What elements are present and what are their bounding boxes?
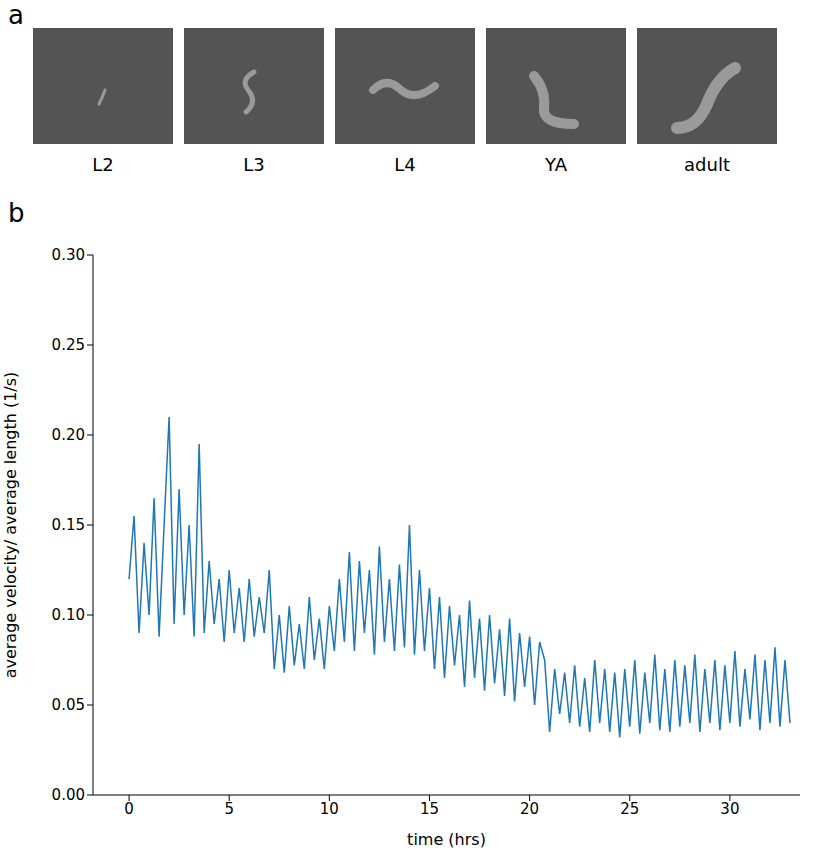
html-text:b: b	[8, 198, 25, 228]
html-text:adult: adult	[684, 154, 730, 175]
svg-text:5: 5	[224, 800, 234, 818]
svg-text:25: 25	[620, 800, 639, 818]
svg-text:0.10: 0.10	[52, 606, 85, 624]
svg-text:average velocity/ average leng: average velocity/ average length (1/s)	[1, 372, 20, 679]
html-text:YA: YA	[545, 154, 567, 175]
svg-text:20: 20	[520, 800, 539, 818]
html-text:L4: L4	[394, 154, 416, 175]
svg-text:0.25: 0.25	[52, 336, 85, 354]
svg-text:time (hrs): time (hrs)	[407, 830, 486, 849]
svg-text:30: 30	[720, 800, 739, 818]
html-text:L3: L3	[243, 154, 265, 175]
html-text:L2: L2	[92, 154, 114, 175]
svg-text:0.05: 0.05	[52, 696, 85, 714]
svg-text:10: 10	[320, 800, 339, 818]
svg-text:0.15: 0.15	[52, 516, 85, 534]
svg-text:0.00: 0.00	[52, 786, 85, 804]
svg-text:0: 0	[124, 800, 134, 818]
svg-text:0.30: 0.30	[52, 246, 85, 264]
svg-text:15: 15	[420, 800, 439, 818]
svg-text:0.20: 0.20	[52, 426, 85, 444]
html-text:a: a	[8, 0, 24, 30]
